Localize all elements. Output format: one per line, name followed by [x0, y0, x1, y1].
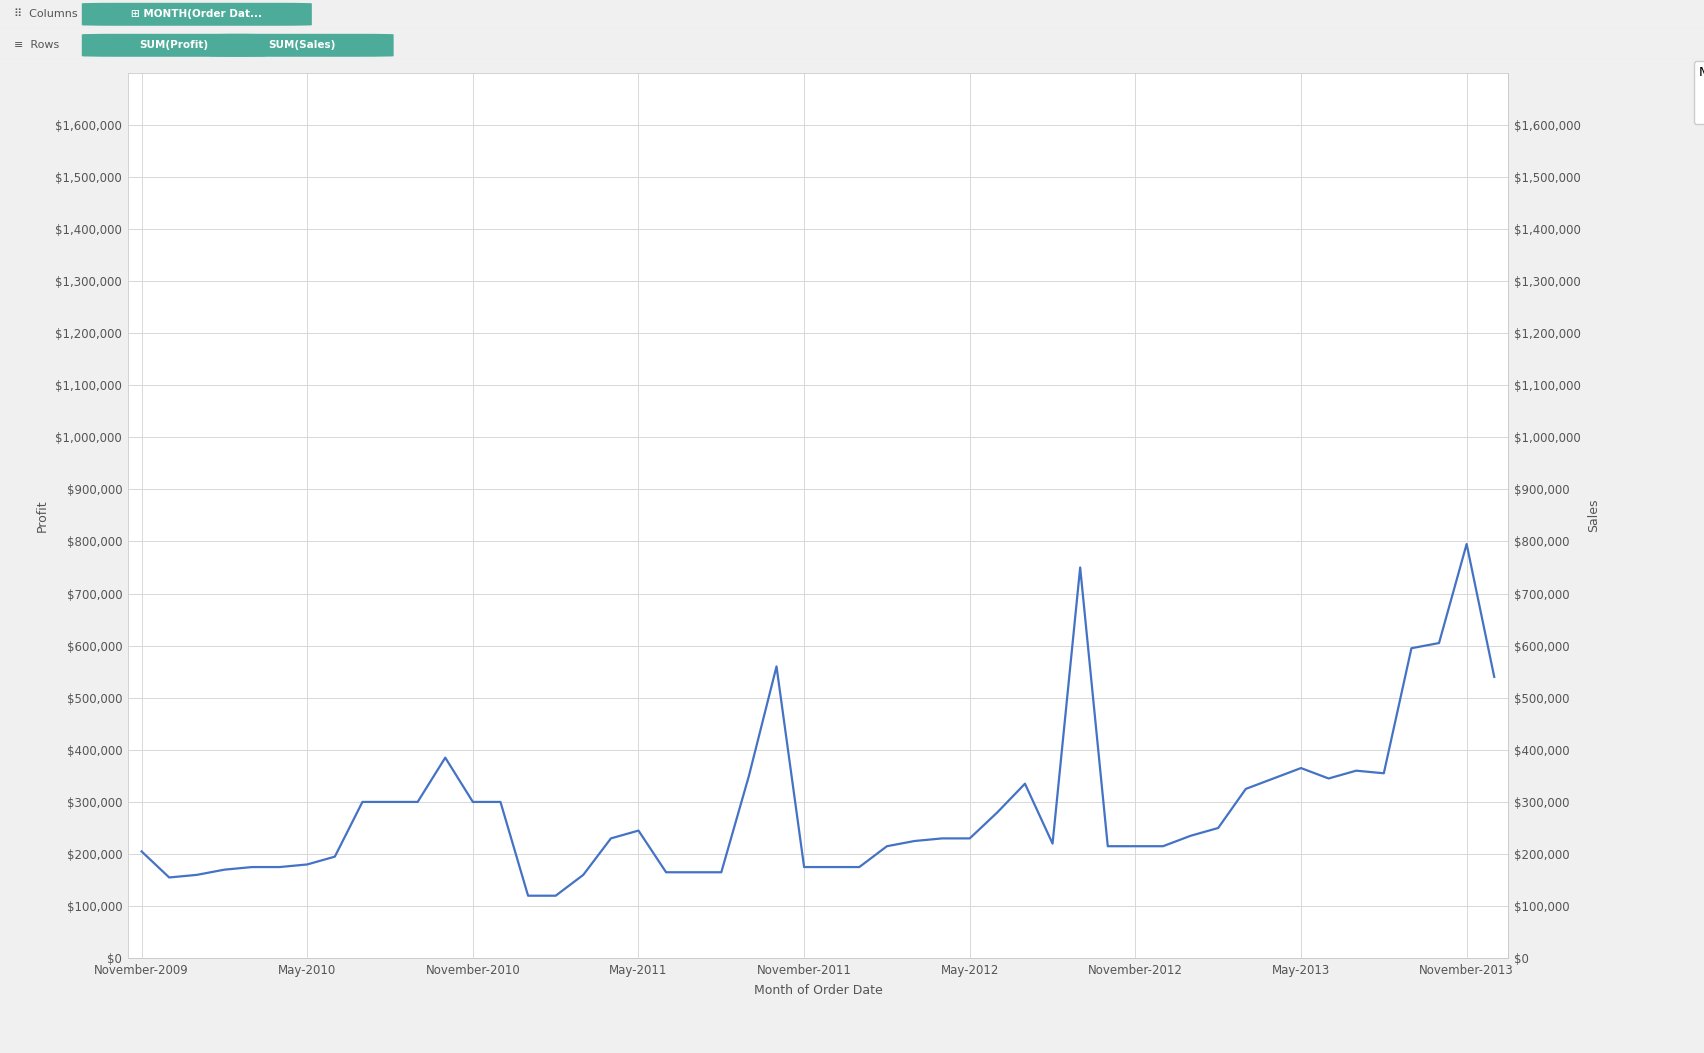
- Y-axis label: Profit: Profit: [36, 499, 48, 532]
- FancyBboxPatch shape: [82, 3, 312, 25]
- FancyBboxPatch shape: [82, 34, 266, 57]
- FancyBboxPatch shape: [210, 34, 394, 57]
- X-axis label: Month of Order Date: Month of Order Date: [753, 984, 883, 997]
- Legend: Profit, Sales: Profit, Sales: [1694, 61, 1704, 124]
- Text: SUM(Profit): SUM(Profit): [140, 40, 208, 49]
- Text: ⠿  Columns: ⠿ Columns: [14, 9, 77, 19]
- Text: ⊞ MONTH(Order Dat...: ⊞ MONTH(Order Dat...: [131, 9, 262, 19]
- Text: ≡  Rows: ≡ Rows: [14, 40, 60, 49]
- Y-axis label: Sales: Sales: [1588, 499, 1600, 532]
- Text: SUM(Sales): SUM(Sales): [268, 40, 336, 49]
